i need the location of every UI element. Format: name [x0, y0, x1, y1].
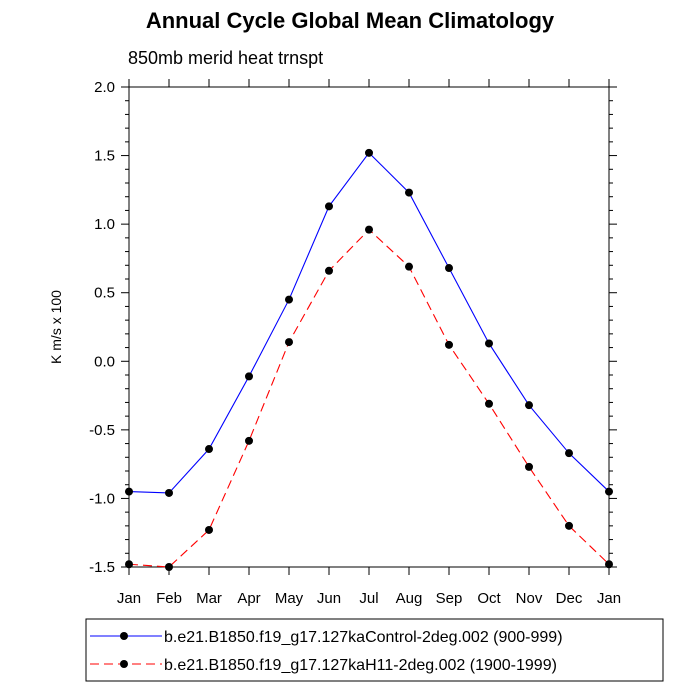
series-2-point — [485, 399, 493, 408]
y-tick-label: 0.5 — [94, 285, 115, 302]
series-2-point — [165, 563, 173, 571]
series-2-point — [205, 525, 213, 534]
x-tick-label: Aug — [396, 590, 423, 607]
y-tick-label: 0.0 — [94, 353, 115, 370]
x-tick-label: Jul — [359, 590, 378, 607]
x-tick-label: Dec — [556, 590, 583, 607]
series-1-point — [245, 372, 253, 381]
legend-marker-2 — [120, 660, 128, 668]
legend-marker-1 — [120, 632, 128, 640]
series-2-point — [405, 262, 413, 271]
series-2-point — [525, 462, 533, 471]
series-2-point — [285, 338, 293, 347]
series-2-point — [365, 225, 373, 234]
legend-box — [85, 618, 664, 682]
series-1-point — [445, 264, 453, 273]
y-axis-label: K m/s x 100 — [48, 290, 64, 364]
series-2-point — [245, 436, 253, 445]
x-tick-label: Jan — [597, 590, 621, 607]
series-2-point — [125, 560, 133, 569]
plot-frame — [128, 86, 610, 568]
x-tick-label: Oct — [477, 590, 501, 607]
chart-title: Annual Cycle Global Mean Climatology — [145, 8, 555, 33]
x-tick-label: Jan — [117, 590, 141, 607]
y-tick-label: -1.0 — [89, 490, 115, 507]
series-2-point — [325, 266, 333, 275]
series-1-point — [125, 487, 133, 496]
x-tick-label: May — [275, 590, 304, 607]
series-1-point — [165, 488, 173, 497]
series-1-point — [485, 339, 493, 348]
series-1-point — [525, 401, 533, 410]
series-2-point — [445, 340, 453, 349]
series-line-2 — [128, 228, 610, 568]
series-1-point — [325, 202, 333, 211]
series-1-point — [205, 445, 213, 454]
x-tick-label: Mar — [196, 590, 222, 607]
legend-label-2: b.e21.B1850.f19_g17.127kaH11-2deg.002 (1… — [164, 657, 557, 674]
series-1-point — [285, 295, 293, 304]
x-tick-label: Nov — [516, 590, 543, 607]
x-tick-label: Feb — [156, 590, 182, 607]
chart-subtitle: 850mb merid heat trnspt — [128, 48, 324, 68]
series-line-1 — [128, 151, 610, 494]
series-1-point — [365, 148, 373, 157]
series-2-point — [565, 521, 573, 530]
series-1-point — [405, 188, 413, 197]
series-1-point — [605, 487, 613, 496]
y-tick-label: -0.5 — [89, 422, 115, 439]
y-tick-label: -1.5 — [89, 559, 115, 576]
y-tick-label: 1.5 — [94, 148, 115, 165]
x-tick-label: Apr — [237, 590, 260, 607]
series-1-point — [565, 449, 573, 458]
x-tick-label: Jun — [317, 590, 341, 607]
series-2-point — [605, 560, 613, 569]
legend-label-1: b.e21.B1850.f19_g17.127kaControl-2deg.00… — [164, 629, 563, 646]
y-tick-label: 1.0 — [94, 216, 115, 233]
x-tick-label: Sep — [436, 590, 463, 607]
y-tick-label: 2.0 — [94, 79, 115, 96]
